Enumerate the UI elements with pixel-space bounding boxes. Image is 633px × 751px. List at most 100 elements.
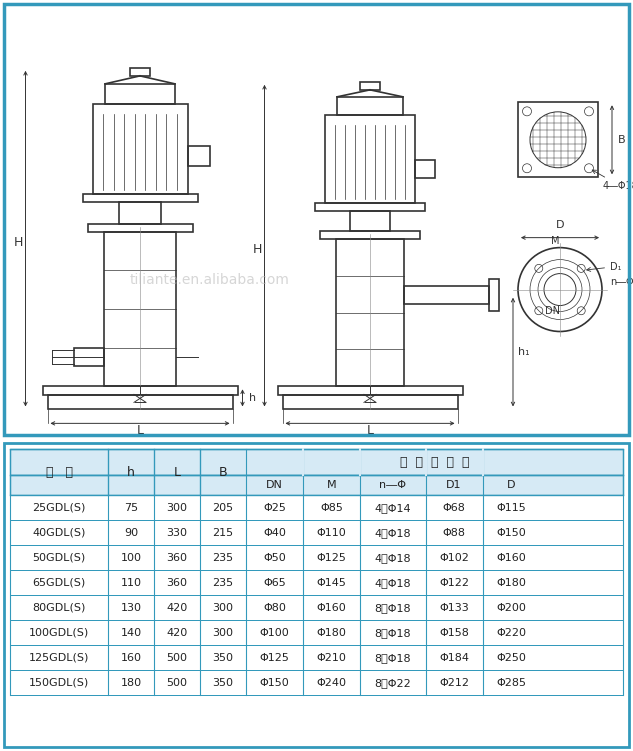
Text: Φ160: Φ160 — [496, 553, 526, 562]
Text: 4～Φ14: 4～Φ14 — [375, 503, 411, 513]
Text: 235: 235 — [213, 578, 234, 588]
Bar — [10, 620, 623, 645]
Bar — [325, 115, 415, 203]
Bar — [105, 84, 175, 104]
Text: Φ40: Φ40 — [263, 528, 286, 538]
Bar — [404, 286, 489, 304]
Text: L: L — [367, 424, 373, 437]
Text: Φ110: Φ110 — [316, 528, 346, 538]
Text: 180: 180 — [120, 678, 142, 688]
Text: 110: 110 — [120, 578, 142, 588]
Text: Φ125: Φ125 — [316, 553, 346, 562]
Text: n―Φ: n―Φ — [610, 276, 633, 287]
Bar — [82, 194, 197, 202]
Bar — [10, 570, 623, 596]
Text: h₁: h₁ — [518, 347, 530, 357]
Text: Φ100: Φ100 — [260, 628, 289, 638]
Text: 8～Φ18: 8～Φ18 — [375, 603, 411, 613]
Text: 215: 215 — [213, 528, 234, 538]
Bar — [47, 395, 232, 409]
Text: 160: 160 — [120, 653, 142, 663]
Text: 300: 300 — [213, 628, 234, 638]
Bar — [74, 348, 104, 366]
Text: Φ250: Φ250 — [496, 653, 526, 663]
Text: 进  出  口  法  兰: 进 出 口 法 兰 — [400, 456, 469, 469]
Text: Φ160: Φ160 — [316, 603, 346, 613]
Text: 360: 360 — [166, 578, 187, 588]
Text: B: B — [618, 134, 625, 145]
Bar — [360, 82, 380, 90]
Text: Φ180: Φ180 — [496, 578, 526, 588]
Bar — [130, 68, 150, 76]
Text: DN: DN — [266, 481, 283, 490]
Text: 235: 235 — [213, 553, 234, 562]
Text: 8～Φ22: 8～Φ22 — [375, 678, 411, 688]
Text: 100GDL(S): 100GDL(S) — [29, 628, 89, 638]
Bar — [87, 224, 192, 231]
Bar — [10, 645, 623, 671]
Text: Φ145: Φ145 — [316, 578, 346, 588]
Text: Φ122: Φ122 — [439, 578, 469, 588]
Bar — [119, 202, 161, 224]
Bar — [315, 203, 425, 211]
Text: 150GDL(S): 150GDL(S) — [29, 678, 89, 688]
Bar — [104, 231, 176, 387]
Text: Φ212: Φ212 — [439, 678, 469, 688]
Bar — [42, 387, 237, 395]
Text: h: h — [249, 393, 256, 403]
Text: DN: DN — [544, 306, 560, 315]
Text: D: D — [507, 481, 515, 490]
Text: M: M — [327, 481, 336, 490]
Bar — [337, 97, 403, 115]
Bar — [10, 475, 623, 496]
Text: 350: 350 — [213, 678, 234, 688]
Text: 50GDL(S): 50GDL(S) — [32, 553, 85, 562]
Text: Φ220: Φ220 — [496, 628, 526, 638]
Text: M: M — [551, 236, 559, 246]
Text: 330: 330 — [166, 528, 187, 538]
Text: 420: 420 — [166, 628, 187, 638]
Text: tiliante.en.alibaba.com: tiliante.en.alibaba.com — [130, 273, 290, 287]
Text: 4―Φ18: 4―Φ18 — [592, 170, 633, 192]
Text: 130: 130 — [120, 603, 142, 613]
Text: 90: 90 — [124, 528, 138, 538]
Text: H: H — [253, 243, 262, 256]
Text: Φ240: Φ240 — [316, 678, 346, 688]
Text: Φ65: Φ65 — [263, 578, 286, 588]
Text: Φ25: Φ25 — [263, 503, 286, 513]
Text: Φ125: Φ125 — [260, 653, 289, 663]
Text: 100: 100 — [120, 553, 142, 562]
Bar — [10, 449, 623, 475]
Text: 25GDL(S): 25GDL(S) — [32, 503, 85, 513]
Text: Φ85: Φ85 — [320, 503, 343, 513]
Text: Φ200: Φ200 — [496, 603, 526, 613]
Bar — [415, 160, 435, 178]
Text: Φ102: Φ102 — [439, 553, 469, 562]
Text: 300: 300 — [166, 503, 187, 513]
Text: 40GDL(S): 40GDL(S) — [32, 528, 85, 538]
Bar — [518, 102, 598, 177]
Text: 350: 350 — [213, 653, 234, 663]
Text: 8～Φ18: 8～Φ18 — [375, 653, 411, 663]
Text: Φ80: Φ80 — [263, 603, 286, 613]
Text: Φ158: Φ158 — [439, 628, 469, 638]
Text: Φ150: Φ150 — [496, 528, 526, 538]
Text: 300: 300 — [213, 603, 234, 613]
Bar — [282, 395, 458, 409]
Bar — [10, 520, 623, 545]
Text: 500: 500 — [166, 678, 187, 688]
Bar — [187, 146, 210, 166]
Bar — [10, 671, 623, 695]
Text: D₁: D₁ — [587, 261, 622, 272]
Text: Φ285: Φ285 — [496, 678, 526, 688]
Text: 4～Φ18: 4～Φ18 — [375, 578, 411, 588]
Text: Φ115: Φ115 — [496, 503, 526, 513]
Text: 80GDL(S): 80GDL(S) — [32, 603, 85, 613]
Text: Φ88: Φ88 — [442, 528, 466, 538]
Bar — [277, 387, 463, 395]
Bar — [350, 211, 390, 231]
Bar — [336, 239, 404, 387]
Bar — [10, 545, 623, 570]
Text: B: B — [219, 466, 227, 479]
Text: Φ50: Φ50 — [263, 553, 286, 562]
